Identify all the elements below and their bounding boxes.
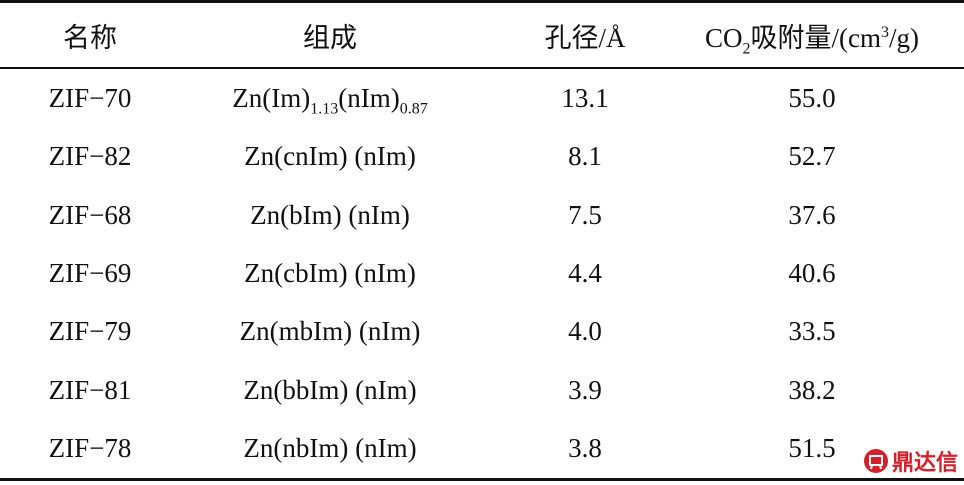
header-cell: CO2吸附量/(cm3/g) bbox=[690, 16, 934, 57]
table-row: ZIF−82 Zn(cnIm) (nIm) 8.1 52.7 bbox=[0, 127, 934, 185]
table-cell: ZIF−79 bbox=[48, 316, 132, 347]
table-cell: 55.0 bbox=[788, 82, 836, 113]
subscript: 2 bbox=[742, 39, 751, 57]
table-cell: ZIF−78 bbox=[48, 433, 132, 464]
table-cell: 8.1 bbox=[568, 141, 602, 172]
table-cell: Zn(bbIm) (nIm) bbox=[243, 374, 417, 405]
text-run: 吸附量/(cm bbox=[750, 22, 881, 53]
text-run: Zn(Im) bbox=[232, 82, 311, 113]
header-row: 名称 组成 孔径/Å CO2吸附量/(cm3/g) bbox=[0, 3, 934, 67]
watermark-icon bbox=[863, 449, 888, 473]
table-row: ZIF−81 Zn(bbIm) (nIm) 3.9 38.2 bbox=[0, 361, 934, 419]
table-cell: 3.9 bbox=[568, 374, 602, 405]
table-row: ZIF−78 Zn(nbIm) (nIm) 3.8 51.5 bbox=[0, 420, 934, 478]
table-row: ZIF−70 Zn(Im)1.13(nIm)0.87 13.1 55.0 bbox=[0, 69, 934, 127]
table-cell: 51.5 bbox=[788, 433, 836, 464]
header-cell: 孔径/Å bbox=[544, 22, 626, 53]
table-cell: 52.7 bbox=[788, 141, 836, 172]
subscript: 1.13 bbox=[310, 100, 339, 118]
table-cell: 33.5 bbox=[788, 316, 836, 347]
bottom-rule bbox=[0, 478, 964, 481]
top-rule bbox=[0, 0, 964, 3]
table-cell: 4.0 bbox=[568, 316, 602, 347]
table-row: ZIF−79 Zn(mbIm) (nIm) 4.0 33.5 bbox=[0, 303, 934, 361]
table-cell: 7.5 bbox=[568, 199, 602, 230]
table-cell: ZIF−68 bbox=[48, 199, 132, 230]
table-cell: Zn(cbIm) (nIm) bbox=[244, 257, 416, 288]
table-cell: ZIF−82 bbox=[48, 141, 132, 172]
table-cell: 13.1 bbox=[561, 82, 609, 113]
table-cell: 38.2 bbox=[788, 374, 836, 405]
table-cell: ZIF−70 bbox=[48, 82, 132, 113]
table-cell: Zn(bIm) (nIm) bbox=[250, 199, 410, 230]
header-cell: 组成 bbox=[303, 22, 357, 53]
table-cell: 3.8 bbox=[568, 433, 602, 464]
watermark: 鼎达信 bbox=[863, 445, 958, 477]
header-rule bbox=[0, 67, 964, 69]
table-cell: Zn(Im)1.13(nIm)0.87 bbox=[180, 82, 480, 118]
table-cell: ZIF−81 bbox=[48, 374, 132, 405]
table-cell: Zn(nbIm) (nIm) bbox=[243, 433, 417, 464]
text-run: (nIm) bbox=[338, 82, 400, 113]
text-run: /g) bbox=[889, 22, 919, 53]
table-cell: 4.4 bbox=[568, 257, 602, 288]
table-cell: ZIF−69 bbox=[48, 257, 132, 288]
table-row: ZIF−69 Zn(cbIm) (nIm) 4.4 40.6 bbox=[0, 244, 934, 302]
text-run: CO bbox=[705, 22, 743, 53]
header-cell: 名称 bbox=[63, 22, 117, 53]
watermark-text: 鼎达信 bbox=[891, 451, 958, 476]
table-cell: Zn(mbIm) (nIm) bbox=[239, 316, 421, 347]
table-cell: Zn(cnIm) (nIm) bbox=[244, 141, 416, 172]
table-cell: 37.6 bbox=[788, 199, 836, 230]
table-cell: 40.6 bbox=[788, 257, 836, 288]
supscript: 3 bbox=[881, 23, 889, 41]
subscript: 0.87 bbox=[399, 100, 428, 118]
table-row: ZIF−68 Zn(bIm) (nIm) 7.5 37.6 bbox=[0, 186, 934, 244]
